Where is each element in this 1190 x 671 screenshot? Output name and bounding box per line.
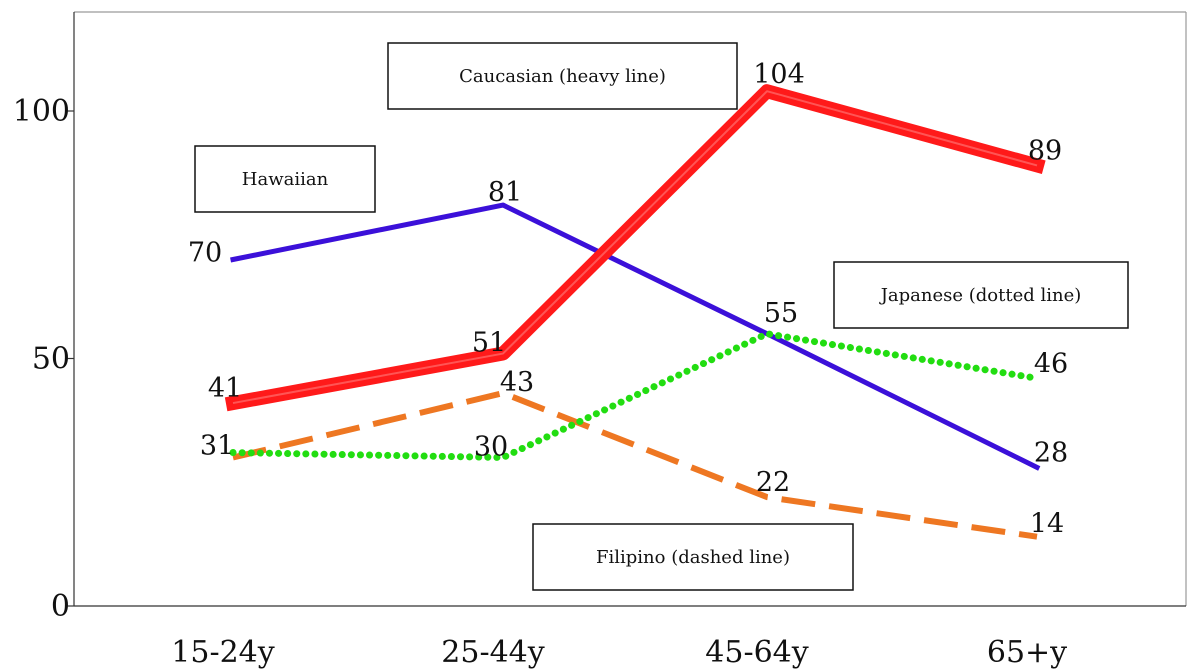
data-label: 41: [208, 373, 242, 404]
data-label: 51: [472, 328, 506, 359]
legend-box-filipino: Filipino (dashed line): [532, 523, 854, 591]
legend-box-japanese: Japanese (dotted line): [833, 261, 1129, 329]
legend-label: Caucasian (heavy line): [459, 66, 666, 87]
legend-label: Japanese (dotted line): [879, 285, 1082, 306]
x-tick-label: 45-64y: [705, 635, 808, 670]
series-line-hawaiian: [230, 202, 1041, 471]
series-line-highlight: [232, 90, 1038, 405]
y-tick-label: 100: [13, 94, 70, 129]
axis-ticks: 0 50 100 15-24y 25-44y 45-64y 65+y: [13, 94, 1067, 670]
legend-label: Hawaiian: [242, 169, 329, 190]
series-line-japanese: [229, 330, 1041, 461]
series-lines: [224, 84, 1046, 540]
data-label: 14: [1030, 509, 1064, 540]
x-tick-label: 65+y: [987, 635, 1067, 670]
data-label: 89: [1028, 135, 1062, 166]
legend-box-caucasian: Caucasian (heavy line): [387, 42, 738, 110]
legend-box-border: [387, 42, 738, 110]
x-tick-label: 25-44y: [441, 635, 544, 670]
data-label: 104: [753, 59, 805, 90]
data-label: 81: [488, 177, 522, 208]
x-tick-label: 15-24y: [171, 635, 274, 670]
legend-box-border: [833, 261, 1129, 329]
data-labels: 41 51 104 89 70 81 28 31 30 55 46 43 22 14: [188, 59, 1068, 540]
data-label: 31: [200, 431, 234, 462]
data-label: 22: [756, 467, 790, 498]
data-label: 28: [1034, 437, 1068, 468]
legend: Caucasian (heavy line) Hawaiian Japanese (…: [194, 42, 1129, 591]
data-label: 55: [764, 298, 798, 329]
legend-box-hawaiian: Hawaiian: [194, 145, 376, 213]
data-label: 46: [1034, 348, 1068, 379]
data-label: 30: [474, 432, 508, 463]
y-tick-label: 50: [32, 342, 70, 377]
legend-box-border: [532, 523, 854, 591]
legend-label: Filipino (dashed line): [596, 547, 790, 568]
series-line-filipino: [232, 390, 1038, 540]
data-label: 43: [500, 367, 534, 398]
y-tick-label: 0: [51, 589, 70, 624]
legend-box-border: [194, 145, 376, 213]
data-label: 70: [188, 238, 222, 269]
